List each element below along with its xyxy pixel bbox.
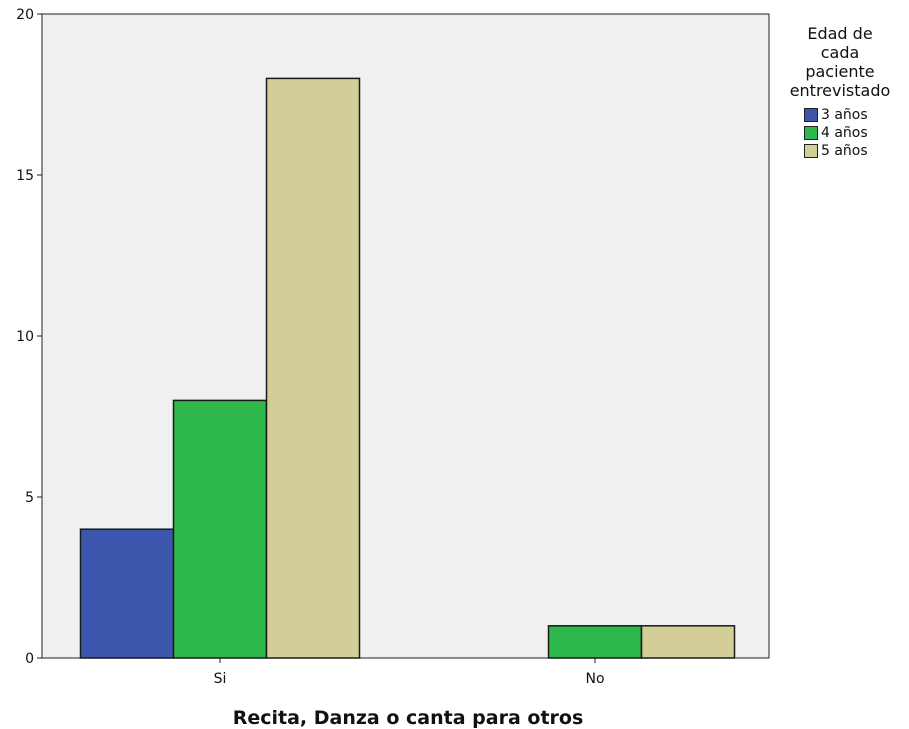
y-axis: 0 5 10 15 20 — [16, 7, 42, 667]
y-tick-label: 0 — [25, 651, 34, 667]
legend-label: 5 años — [821, 143, 868, 159]
legend-label: 4 años — [821, 125, 868, 141]
legend-title: Edad de cada paciente entrevistado — [776, 24, 904, 100]
legend-item-5-anos: 5 años — [804, 142, 909, 160]
legend-swatch — [804, 108, 818, 122]
legend-items: 3 años 4 años 5 años — [804, 106, 909, 160]
legend: Edad de cada paciente entrevistado 3 año… — [776, 24, 909, 160]
legend-title-line-2: cada — [776, 43, 904, 62]
y-tick-label: 20 — [16, 7, 34, 23]
x-tick-label: Si — [214, 671, 227, 687]
legend-swatch — [804, 144, 818, 158]
x-axis: Si No — [214, 658, 605, 687]
legend-title-line-4: entrevistado — [776, 81, 904, 100]
legend-swatch — [804, 126, 818, 140]
legend-label: 3 años — [821, 107, 868, 123]
x-tick-label: No — [585, 671, 604, 687]
legend-item-4-anos: 4 años — [804, 124, 909, 142]
x-axis-label: Recita, Danza o canta para otros — [233, 707, 584, 729]
legend-title-line-3: paciente — [776, 62, 904, 81]
bar-si-series-1 — [81, 529, 174, 658]
y-tick-label: 5 — [25, 490, 34, 506]
legend-item-3-anos: 3 años — [804, 106, 909, 124]
y-tick-label: 15 — [16, 168, 34, 184]
y-tick-label: 10 — [16, 329, 34, 345]
legend-title-line-1: Edad de — [776, 24, 904, 43]
bar-no-series-3 — [642, 626, 735, 658]
bar-si-series-3 — [267, 78, 360, 658]
bar-no-series-2 — [549, 626, 642, 658]
bar-si-series-2 — [174, 400, 267, 658]
